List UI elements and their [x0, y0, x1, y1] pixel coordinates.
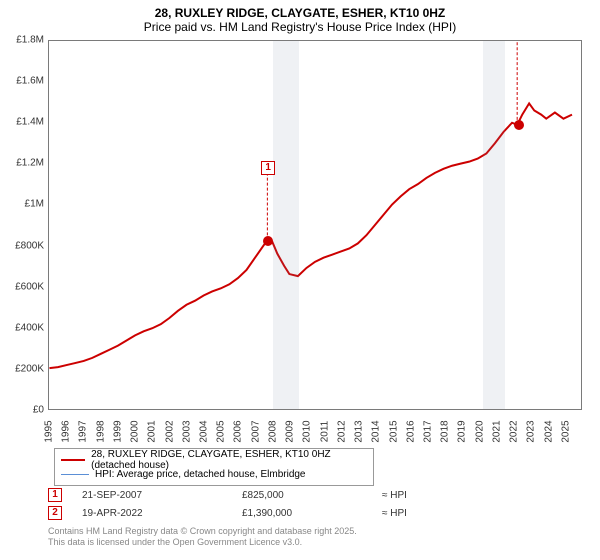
y-tick-label: £200K: [0, 363, 48, 374]
x-tick-label: 1998: [95, 420, 106, 442]
x-tick-label: 2018: [440, 420, 451, 442]
cell-price: £825,000: [242, 490, 322, 501]
table-row: 2 19-APR-2022 £1,390,000 ≈ HPI: [48, 504, 407, 522]
cell-date: 19-APR-2022: [82, 508, 182, 519]
legend-label: HPI: Average price, detached house, Elmb…: [95, 469, 306, 480]
y-tick-label: £1.4M: [0, 117, 48, 128]
legend-swatch: [61, 474, 89, 475]
x-tick-label: 1997: [78, 420, 89, 442]
y-tick-label: £400K: [0, 322, 48, 333]
x-tick-label: 1999: [112, 420, 123, 442]
x-tick-label: 2025: [560, 420, 571, 442]
x-tick-label: 2001: [147, 420, 158, 442]
cell-hpi: ≈ HPI: [382, 508, 407, 519]
chart-plot-area: 1995199619971998199920002001200220032004…: [48, 40, 582, 410]
marker-icon: 1: [48, 488, 62, 502]
x-tick-label: 2009: [285, 420, 296, 442]
attribution-line: Contains HM Land Registry data © Crown c…: [48, 526, 357, 537]
x-tick-label: 1996: [61, 420, 72, 442]
x-tick-label: 2017: [422, 420, 433, 442]
y-tick-label: £1.8M: [0, 35, 48, 46]
x-tick-label: 2024: [543, 420, 554, 442]
x-tick-label: 2000: [130, 420, 141, 442]
marker-dot: [263, 236, 273, 246]
y-tick-label: £600K: [0, 281, 48, 292]
title-line-1: 28, RUXLEY RIDGE, CLAYGATE, ESHER, KT10 …: [0, 6, 600, 20]
y-tick-label: £1M: [0, 199, 48, 210]
x-tick-label: 2020: [474, 420, 485, 442]
marker-icon: 2: [48, 506, 62, 520]
x-tick-label: 2019: [457, 420, 468, 442]
x-tick-label: 2006: [233, 420, 244, 442]
x-tick-label: 2023: [526, 420, 537, 442]
legend-item: 28, RUXLEY RIDGE, CLAYGATE, ESHER, KT10 …: [61, 453, 367, 467]
title-line-2: Price paid vs. HM Land Registry's House …: [0, 20, 600, 34]
x-tick-label: 2012: [336, 420, 347, 442]
marker-dot: [514, 120, 524, 130]
y-tick-label: £800K: [0, 240, 48, 251]
recession-band: [273, 41, 299, 409]
x-tick-label: 2005: [216, 420, 227, 442]
attribution-line: This data is licensed under the Open Gov…: [48, 537, 357, 548]
x-tick-label: 2008: [267, 420, 278, 442]
legend: 28, RUXLEY RIDGE, CLAYGATE, ESHER, KT10 …: [54, 448, 374, 486]
attribution-text: Contains HM Land Registry data © Crown c…: [48, 526, 357, 548]
x-tick-label: 2022: [509, 420, 520, 442]
x-tick-label: 2014: [371, 420, 382, 442]
transactions-table: 1 21-SEP-2007 £825,000 ≈ HPI 2 19-APR-20…: [48, 486, 407, 522]
table-row: 1 21-SEP-2007 £825,000 ≈ HPI: [48, 486, 407, 504]
y-tick-label: £1.6M: [0, 76, 48, 87]
recession-band: [483, 41, 505, 409]
legend-swatch: [61, 459, 85, 461]
x-tick-label: 2011: [319, 421, 330, 443]
x-tick-label: 2015: [388, 420, 399, 442]
x-tick-label: 2002: [164, 420, 175, 442]
chart-title: 28, RUXLEY RIDGE, CLAYGATE, ESHER, KT10 …: [0, 0, 600, 36]
cell-price: £1,390,000: [242, 508, 322, 519]
x-tick-label: 2021: [491, 420, 502, 442]
x-tick-label: 2010: [302, 420, 313, 442]
x-tick-label: 1995: [44, 420, 55, 442]
x-tick-label: 2016: [405, 420, 416, 442]
x-tick-label: 2013: [354, 420, 365, 442]
x-tick-label: 2004: [199, 420, 210, 442]
cell-date: 21-SEP-2007: [82, 490, 182, 501]
y-tick-label: £0: [0, 405, 48, 416]
marker-box: 1: [261, 161, 275, 175]
x-tick-label: 2007: [250, 420, 261, 442]
x-tick-label: 2003: [181, 420, 192, 442]
cell-hpi: ≈ HPI: [382, 490, 407, 501]
y-tick-label: £1.2M: [0, 158, 48, 169]
